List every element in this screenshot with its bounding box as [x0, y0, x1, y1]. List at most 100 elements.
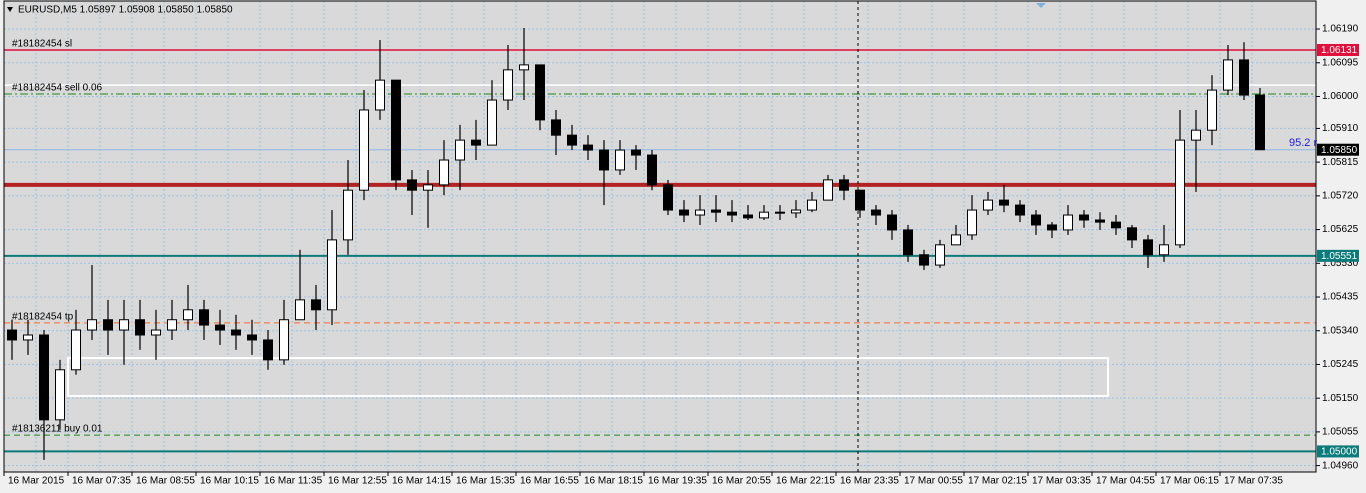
candle-body: [1175, 139, 1185, 246]
shift-marker[interactable]: [1036, 3, 1046, 8]
y-tick-label: 1.05150: [1322, 393, 1359, 404]
candle-body: [615, 149, 625, 171]
candle-body: [1047, 224, 1057, 231]
candle-body: [343, 189, 353, 241]
x-tick-label: 16 Mar 14:15: [392, 476, 451, 487]
candle-body: [471, 139, 481, 146]
y-tick-label: 1.06190: [1322, 24, 1359, 35]
candle-body: [503, 69, 513, 101]
candle-body: [775, 211, 785, 214]
candle-body: [23, 334, 33, 341]
candle-body: [87, 319, 97, 331]
candle-body: [599, 149, 609, 171]
candle-body: [791, 209, 801, 214]
levels: #18182454 sl #18182454 sell 0.06 #18182454…: [4, 39, 1316, 453]
candle-body: [295, 299, 305, 321]
candle-body: [1015, 204, 1025, 216]
price-tag: [1317, 143, 1359, 156]
candle-body: [7, 329, 17, 341]
x-tick-label: 16 Mar 12:55: [328, 476, 387, 487]
x-tick-label: 16 Mar 11:35: [264, 476, 323, 487]
candle-body: [711, 209, 721, 213]
x-tick-label: 16 Mar 07:35: [72, 476, 131, 487]
candle-body: [839, 179, 849, 191]
price-tag: [1317, 249, 1359, 262]
candle-body: [871, 209, 881, 216]
candle-body: [1223, 59, 1233, 91]
candle-body: [743, 214, 753, 219]
candle-body: [887, 214, 897, 231]
y-tick-label: 1.05720: [1322, 191, 1359, 202]
candle-body: [263, 339, 273, 361]
x-tick-label: 16 Mar 22:15: [776, 476, 835, 487]
header: EURUSD,M5 1.05897 1.05908 1.05850 1.0585…: [18, 5, 233, 16]
candle-body: [903, 229, 913, 256]
candle-body: [983, 199, 993, 211]
candle-body: [1207, 89, 1217, 131]
y-tick-label: 1.05530: [1322, 258, 1359, 269]
candle-body: [71, 329, 81, 371]
annotation: 95.2 r: [1289, 137, 1317, 149]
candle-body: [727, 211, 737, 216]
candle-body: [103, 319, 113, 331]
grid: [4, 1, 1316, 472]
candle-body: [359, 109, 369, 191]
axes: 1.06190 1.06095 1.06000 1.05910 1.05815 1.057…: [3, 24, 1359, 487]
candle-body: [1127, 227, 1137, 241]
candle-body: [679, 209, 689, 216]
candle-body: [999, 199, 1009, 206]
x-tick-label: 16 Mar 18:15: [584, 476, 643, 487]
candle-body: [1063, 214, 1073, 231]
level-label: #18182454 sell 0.06: [12, 83, 103, 94]
candle-body: [1111, 221, 1121, 229]
candle-body: [967, 209, 977, 236]
candle-body: [247, 334, 257, 341]
plot-area: [4, 1, 1316, 472]
candle-body: [823, 179, 833, 201]
y-tick-label: 1.05340: [1322, 325, 1359, 336]
y-tick-label: 1.05815: [1322, 157, 1359, 168]
candle-body: [1031, 214, 1041, 226]
x-tick-label: 16 Mar 10:15: [200, 476, 259, 487]
price-tag-label: 1.05000: [1321, 447, 1358, 458]
candle-body: [1191, 129, 1201, 141]
rectangle: [67, 357, 1109, 398]
level-label: #18182454 tp: [12, 312, 74, 323]
candle-body: [1239, 59, 1249, 96]
candle-body: [455, 139, 465, 161]
price-tag-label: 1.05850: [1321, 145, 1358, 156]
candle-body: [199, 309, 209, 326]
menu-arrow[interactable]: [7, 7, 13, 12]
price-tag: [1317, 445, 1359, 458]
candle-body: [167, 319, 177, 331]
x-tick-label: 16 Mar 08:55: [136, 476, 195, 487]
candle-body: [439, 159, 449, 186]
candle-body: [375, 79, 385, 111]
price-tag-label: 1.06131: [1321, 45, 1358, 56]
x-tick-label: 16 Mar 15:35: [456, 476, 515, 487]
level-label: #18182454 sl: [12, 39, 72, 50]
y-tick-label: 1.05910: [1322, 123, 1359, 134]
candle-body: [631, 149, 641, 156]
candle-body: [391, 79, 401, 181]
y-tick-label: 1.04960: [1322, 460, 1359, 471]
candle-body: [695, 209, 705, 216]
x-tick-label: 17 Mar 07:35: [1224, 476, 1283, 487]
candle-body: [119, 319, 129, 331]
candle-body: [407, 179, 417, 191]
candle-body: [135, 319, 145, 336]
y-tick-label: 1.05055: [1322, 427, 1359, 438]
candle-body: [583, 144, 593, 151]
candle-body: [1255, 94, 1265, 151]
candle-body: [39, 334, 49, 421]
candle-body: [951, 234, 961, 246]
candle-body: [663, 184, 673, 211]
candle-body: [215, 324, 225, 331]
candle-body: [551, 119, 561, 136]
candle-body: [279, 319, 289, 361]
candle-body: [487, 99, 497, 146]
candle-body: [1079, 214, 1089, 221]
